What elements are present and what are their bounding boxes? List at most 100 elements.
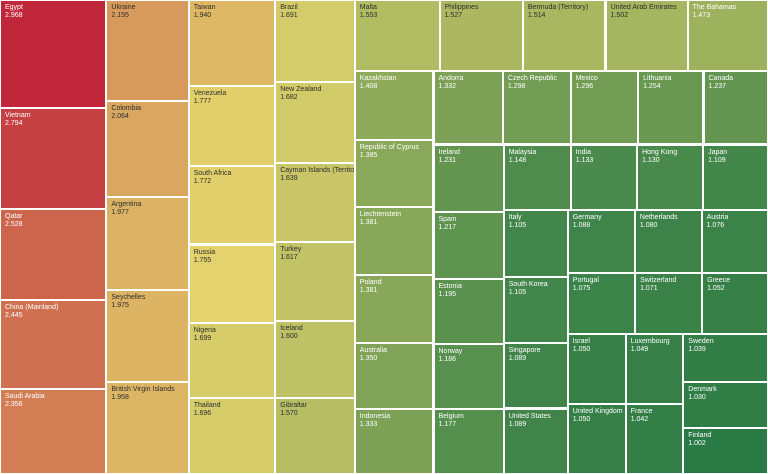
tile-value: 1.186 (438, 356, 457, 364)
treemap-tile-qatar[interactable]: Qatar 2.528 (0, 208, 107, 301)
tile-value: 1.381 (359, 219, 378, 227)
treemap-tile-czech-republic[interactable]: Czech Republic 1.298 (502, 70, 571, 145)
treemap-tile-malaysia[interactable]: Malaysia 1.148 (503, 144, 571, 211)
tile-label: Seychelles (111, 294, 146, 301)
tile-value: 1.049 (630, 346, 649, 354)
treemap-tile-portugal[interactable]: Portugal 1.075 (567, 272, 636, 335)
treemap-tile-united-arab-emirates[interactable]: United Arab Emirates 1.502 (605, 0, 688, 71)
treemap-tile-seychelles[interactable]: Seychelles 1.975 (106, 290, 189, 383)
treemap-tile-luxembourg[interactable]: Luxembourg 1.049 (625, 334, 684, 405)
tile-label: Argentina (111, 201, 142, 209)
tile-value: 2.155 (111, 12, 129, 19)
tile-label: Czech Republic (507, 74, 557, 82)
tile-value: 1.148 (508, 156, 527, 164)
treemap-tile-estonia[interactable]: Estonia 1.195 (433, 278, 504, 345)
treemap-tile-germany[interactable]: Germany 1.088 (567, 210, 635, 273)
treemap-tile-south-africa[interactable]: South Africa 1.772 (188, 165, 276, 245)
treemap-tile-malta[interactable]: Malta 1.553 (354, 0, 440, 71)
tile-label: The Bahamas (692, 4, 737, 11)
treemap-tile-india[interactable]: India 1.133 (570, 144, 638, 211)
treemap-tile-japan[interactable]: Japan 1.109 (703, 144, 768, 211)
treemap-tile-gibraltar[interactable]: Gibraltar 1.570 (275, 398, 355, 474)
tile-value: 1.002 (688, 440, 706, 448)
treemap-tile-belgium[interactable]: Belgium 1.177 (433, 409, 504, 474)
tile-value: 1.052 (707, 284, 725, 292)
treemap-tile-australia[interactable]: Australia 1.350 (354, 342, 434, 409)
tile-label: Turkey (280, 246, 302, 254)
treemap-tile-china-mainland[interactable]: China (Mainland) 2.445 (0, 300, 107, 389)
tile-value: 1.109 (708, 156, 726, 164)
treemap-tile-south-korea[interactable]: South Korea 1.105 (503, 276, 568, 344)
treemap-tile-iceland[interactable]: Iceland 1.600 (275, 320, 355, 399)
treemap-tile-israel[interactable]: Israel 1.050 (567, 334, 626, 405)
tile-value: 1.502 (610, 12, 629, 19)
tile-label: Andorra (438, 74, 464, 82)
treemap-tile-poland[interactable]: Poland 1.381 (354, 275, 434, 343)
tile-label: Belgium (438, 413, 464, 421)
treemap-tile-austria[interactable]: Austria 1.076 (701, 210, 768, 273)
treemap-tile-nigeria[interactable]: Nigeria 1.699 (188, 322, 276, 399)
treemap-tile-lithuania[interactable]: Lithuania 1.254 (638, 70, 704, 145)
treemap-tile-sweden[interactable]: Sweden 1.039 (683, 334, 768, 382)
tile-label: Indonesia (359, 412, 391, 420)
treemap-tile-new-zealand[interactable]: New Zealand 1.682 (275, 81, 355, 164)
treemap-tile-norway[interactable]: Norway 1.186 (433, 344, 504, 410)
tile-label: Austria (706, 214, 729, 222)
treemap-tile-canada[interactable]: Canada 1.237 (703, 70, 768, 145)
tile-value: 1.385 (359, 151, 378, 159)
treemap-tile-united-states[interactable]: United States 1.089 (503, 408, 568, 474)
tile-value: 1.105 (508, 288, 527, 296)
treemap-tile-saudi-arabia[interactable]: Saudi Arabia 2.356 (0, 388, 107, 474)
treemap-tile-philippines[interactable]: Philippines 1.527 (439, 0, 523, 71)
treemap-tile-spain[interactable]: Spain 1.217 (433, 212, 504, 279)
treemap-tile-venezuela[interactable]: Venezuela 1.777 (188, 86, 276, 166)
treemap-tile-russia[interactable]: Russia 1.755 (188, 244, 276, 323)
treemap-tile-egypt[interactable]: Egypt 2.968 (0, 0, 107, 108)
treemap-tile-switzerland[interactable]: Switzerland 1.071 (635, 272, 703, 335)
treemap-tile-singapore[interactable]: Singapore 1.089 (503, 343, 568, 409)
treemap-tile-british-virgin-islands[interactable]: British Virgin Islands 1.958 (106, 382, 189, 474)
treemap-tile-ireland[interactable]: Ireland 1.231 (433, 144, 504, 212)
treemap-tile-italy[interactable]: Italy 1.105 (503, 210, 568, 277)
treemap-tile-turkey[interactable]: Turkey 1.617 (275, 242, 355, 321)
treemap-tile-ukraine[interactable]: Ukraine 2.155 (106, 0, 189, 101)
treemap-tile-republic-of-cyprus[interactable]: Republic of Cyprus 1.385 (354, 139, 434, 208)
treemap-tile-mexico[interactable]: Mexico 1.296 (570, 70, 639, 145)
treemap-tile-andorra[interactable]: Andorra 1.332 (433, 70, 503, 145)
treemap-tile-cayman-islands-territory[interactable]: Cayman Islands (Territory) 1.639 (275, 163, 355, 243)
treemap-tile-vietnam[interactable]: Vietnam 2.794 (0, 107, 107, 209)
tile-label: India (575, 148, 591, 156)
tile-label: Colombia (111, 104, 141, 112)
treemap-tile-finland[interactable]: Finland 1.002 (683, 428, 768, 474)
tile-value: 2.445 (5, 312, 23, 320)
treemap-tile-colombia[interactable]: Colombia 2.064 (106, 100, 189, 198)
tile-label: Mexico (575, 74, 598, 82)
treemap-tile-kazakhstan[interactable]: Kazakhstan 1.408 (354, 70, 434, 140)
tile-value: 2.794 (5, 119, 23, 127)
tile-label: Singapore (508, 347, 541, 355)
tile-value: 1.350 (359, 354, 378, 362)
treemap-tile-denmark[interactable]: Denmark 1.030 (683, 381, 768, 429)
tile-label: Russia (193, 248, 216, 256)
tile-label: Qatar (5, 212, 23, 220)
treemap-tile-hong-kong[interactable]: Hong Kong 1.130 (637, 144, 704, 211)
treemap-tile-brazil[interactable]: Brazil 1.691 (275, 0, 355, 82)
tile-label: Netherlands (639, 214, 678, 222)
treemap-tile-thailand[interactable]: Thailand 1.696 (188, 398, 276, 474)
treemap-tile-bermuda-territory[interactable]: Bermuda (Territory) 1.514 (522, 0, 606, 71)
treemap-tile-liechtenstein[interactable]: Liechtenstein 1.381 (354, 207, 434, 275)
treemap-tile-united-kingdom[interactable]: United Kingdom 1.050 (567, 404, 626, 474)
tile-label: Israel (572, 338, 590, 346)
tile-value: 1.600 (280, 332, 298, 340)
treemap-tile-the-bahamas[interactable]: The Bahamas 1.473 (687, 0, 768, 71)
treemap-tile-argentina[interactable]: Argentina 1.977 (106, 197, 189, 290)
treemap-tile-taiwan[interactable]: Taiwan 1.940 (188, 0, 276, 87)
treemap-tile-greece[interactable]: Greece 1.052 (702, 272, 768, 335)
treemap-tile-france[interactable]: France 1.042 (625, 404, 684, 474)
tile-label: New Zealand (280, 85, 322, 93)
tile-value: 1.977 (111, 209, 129, 217)
treemap-tile-netherlands[interactable]: Netherlands 1.080 (634, 210, 702, 273)
tile-value: 1.050 (572, 416, 591, 424)
tile-label: Saudi Arabia (5, 392, 45, 400)
treemap-tile-indonesia[interactable]: Indonesia 1.333 (354, 408, 434, 474)
